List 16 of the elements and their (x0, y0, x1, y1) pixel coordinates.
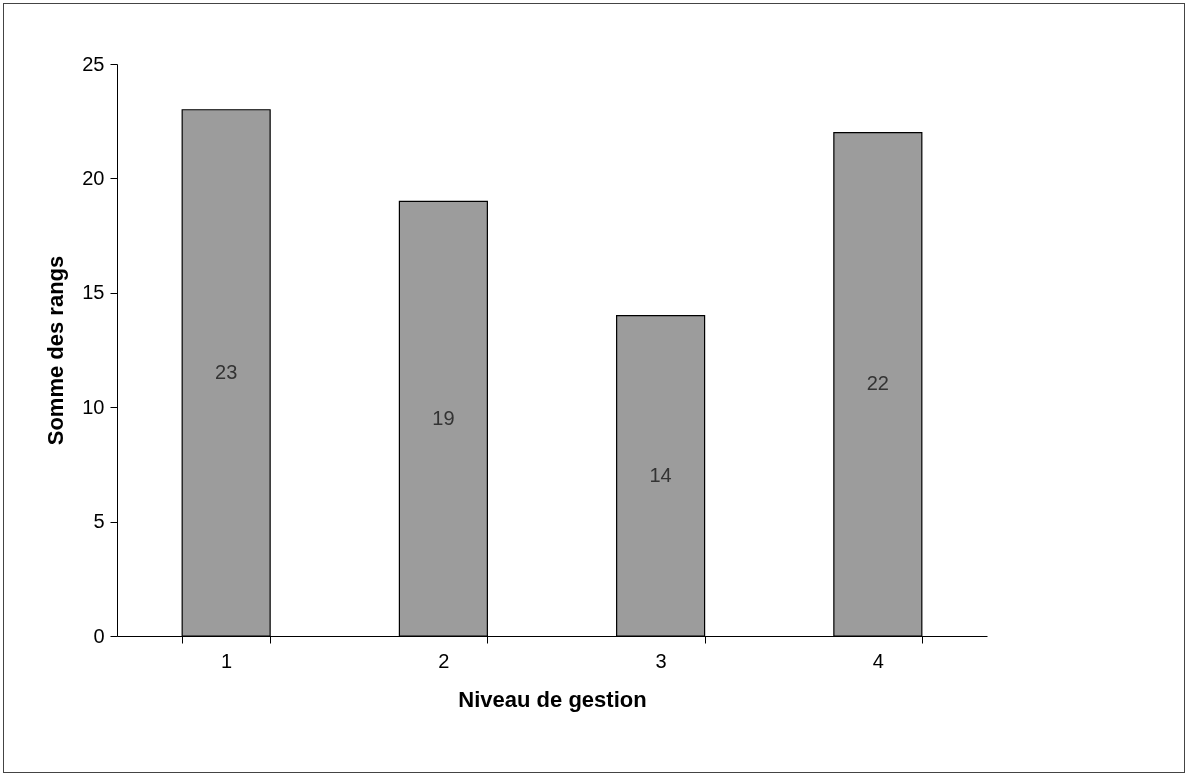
x-tick-label: 1 (221, 649, 233, 672)
data-label: 22 (866, 372, 889, 395)
y-tick-label: 25 (82, 52, 105, 75)
y-tick-label: 0 (93, 624, 105, 647)
y-tick-label: 15 (82, 281, 105, 304)
y-tick-label: 10 (82, 395, 105, 418)
data-label: 19 (432, 406, 455, 429)
y-tick-label: 20 (82, 166, 105, 189)
x-tick-label: 3 (655, 649, 667, 672)
y-axis-title: Somme des rangs (43, 255, 69, 446)
data-label: 14 (649, 463, 672, 486)
x-axis-title: Niveau de gestion (458, 686, 647, 712)
data-label: 23 (215, 360, 238, 383)
x-tick-label: 4 (872, 649, 884, 672)
x-tick-label: 2 (438, 649, 450, 672)
y-tick-label: 5 (93, 510, 105, 533)
